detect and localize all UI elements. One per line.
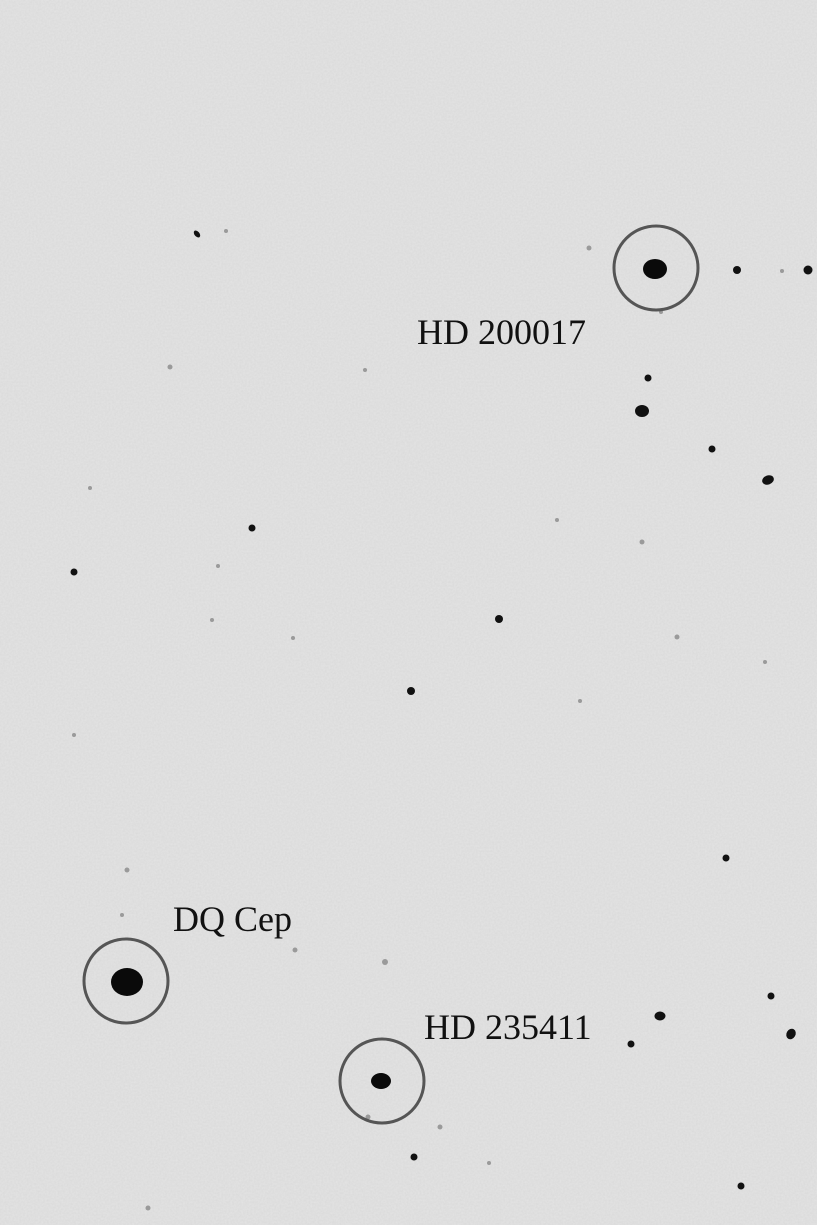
faint-star xyxy=(674,634,680,640)
star xyxy=(407,687,415,695)
faint-star xyxy=(578,699,582,703)
faint-star xyxy=(120,913,124,917)
faint-star xyxy=(365,1114,371,1120)
star xyxy=(248,524,256,532)
faint-star xyxy=(210,618,214,622)
medium-stars xyxy=(70,230,813,1190)
faint-star xyxy=(145,1205,151,1211)
faint-star xyxy=(586,245,592,251)
star xyxy=(786,1028,796,1040)
star xyxy=(762,475,774,485)
star xyxy=(733,266,741,274)
faint-star xyxy=(437,1124,443,1130)
star xyxy=(495,615,503,623)
faint-star xyxy=(72,733,76,737)
faint-star xyxy=(224,229,228,233)
faint-star xyxy=(291,636,295,640)
faint-star xyxy=(216,564,220,568)
marker-circle-dqcep xyxy=(82,937,170,1025)
star xyxy=(70,568,78,576)
marker-circle-hd200017 xyxy=(612,224,700,312)
star xyxy=(767,992,775,1000)
star xyxy=(708,445,716,453)
star-label-dqcep: DQ Cep xyxy=(173,899,292,939)
faint-star xyxy=(639,539,645,545)
star-hd200017 xyxy=(643,259,667,279)
star xyxy=(737,1182,745,1190)
star-label-hd235411: HD 235411 xyxy=(424,1007,592,1047)
faint-star xyxy=(124,867,130,873)
faint-star xyxy=(780,269,784,273)
faint-star xyxy=(555,518,559,522)
star xyxy=(635,405,649,417)
faint-star xyxy=(292,947,298,953)
star xyxy=(410,1153,418,1161)
star xyxy=(193,230,201,238)
star-label-hd200017: HD 200017 xyxy=(417,312,586,352)
star xyxy=(722,854,730,862)
star-dqcep xyxy=(111,968,143,996)
marker-circle-hd235411 xyxy=(338,1037,426,1125)
bright-stars xyxy=(111,259,667,1089)
star xyxy=(644,374,652,382)
star xyxy=(803,265,813,275)
star xyxy=(627,1040,635,1048)
marker-circles xyxy=(82,224,700,1125)
faint-star xyxy=(763,660,767,664)
faint-star xyxy=(382,959,388,965)
faint-stars xyxy=(72,229,784,1211)
star xyxy=(654,1011,666,1021)
faint-star xyxy=(487,1161,491,1165)
star-hd235411 xyxy=(371,1073,391,1089)
faint-star xyxy=(167,364,173,370)
faint-star xyxy=(363,368,367,372)
faint-star xyxy=(88,486,92,490)
